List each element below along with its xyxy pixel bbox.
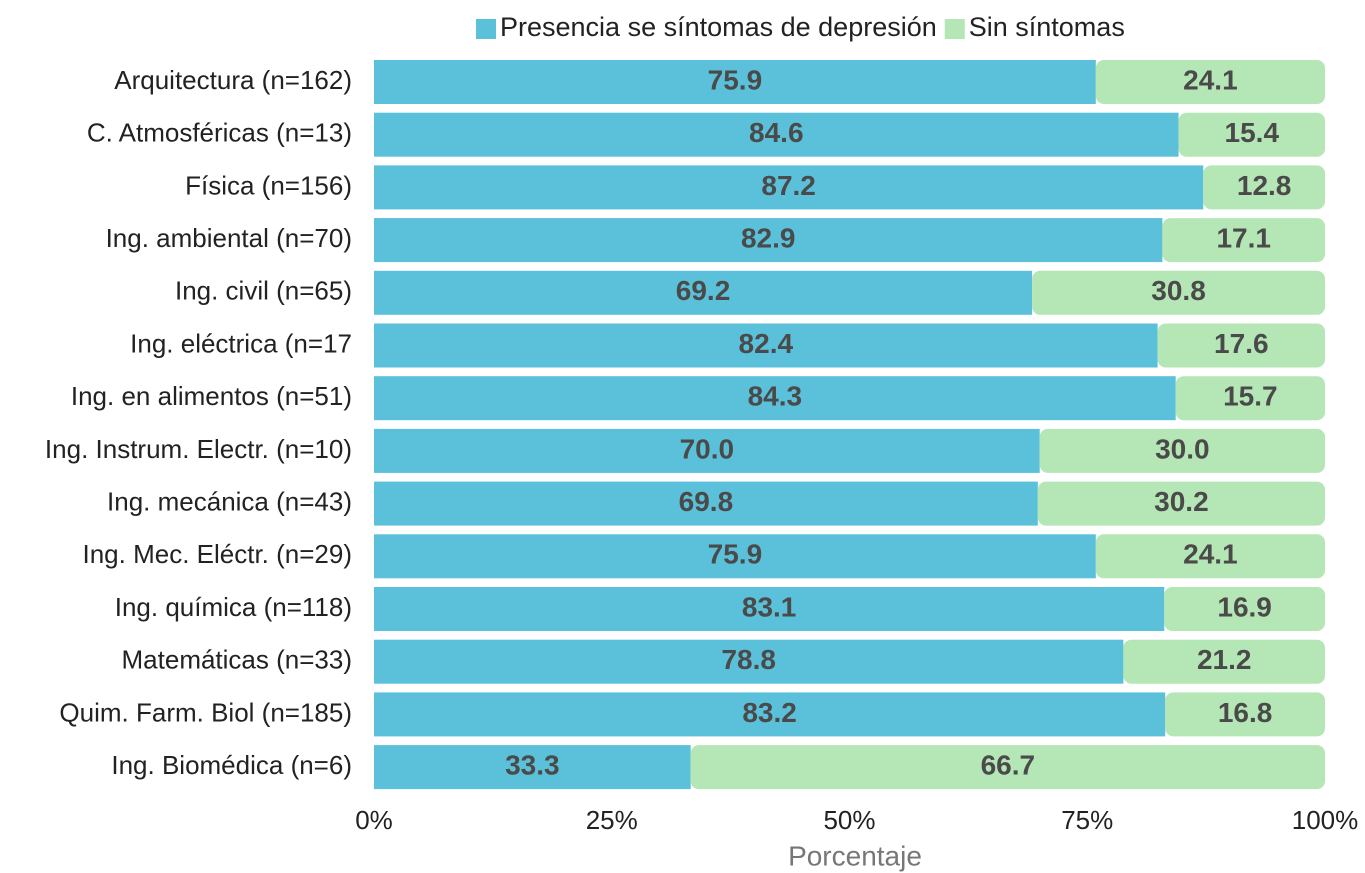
value-label: 30.0 bbox=[1155, 433, 1210, 464]
category-label: Ing. eléctrica (n=17 bbox=[130, 328, 352, 358]
value-label: 84.6 bbox=[749, 117, 804, 148]
category-label: Física (n=156) bbox=[185, 170, 352, 200]
category-label: Matemáticas (n=33) bbox=[122, 645, 352, 675]
value-label: 30.2 bbox=[1154, 486, 1209, 517]
bar-segment bbox=[374, 376, 1176, 421]
category-label: Ing. Biomédica (n=6) bbox=[111, 750, 352, 780]
x-tick-label: 25% bbox=[586, 805, 638, 835]
value-label: 30.8 bbox=[1151, 275, 1206, 306]
x-tick-label: 0% bbox=[355, 805, 393, 835]
value-label: 82.9 bbox=[741, 222, 796, 253]
x-tick-label: 100% bbox=[1292, 805, 1359, 835]
value-label: 17.1 bbox=[1216, 222, 1271, 253]
value-label: 17.6 bbox=[1214, 328, 1269, 359]
value-label: 15.7 bbox=[1223, 381, 1278, 412]
value-label: 75.9 bbox=[708, 64, 763, 95]
x-axis-label: Porcentaje bbox=[788, 840, 922, 871]
bar-segment bbox=[1175, 376, 1325, 421]
category-label: Ing. química (n=118) bbox=[115, 592, 352, 622]
value-label: 33.3 bbox=[505, 749, 560, 780]
value-label: 82.4 bbox=[739, 328, 794, 359]
bar-segment bbox=[374, 60, 1096, 104]
value-label: 69.2 bbox=[676, 275, 731, 306]
category-label: Ing. civil (n=65) bbox=[175, 276, 352, 306]
value-label: 78.8 bbox=[721, 644, 776, 675]
bar-segment bbox=[1178, 112, 1325, 157]
legend-swatch bbox=[476, 19, 496, 39]
value-label: 75.9 bbox=[708, 539, 763, 570]
value-label: 83.1 bbox=[742, 591, 797, 622]
bar-segment bbox=[374, 112, 1179, 157]
value-label: 84.3 bbox=[748, 381, 803, 412]
value-label: 16.8 bbox=[1218, 697, 1273, 728]
category-label: Ing. ambiental (n=70) bbox=[106, 223, 352, 253]
category-label: Ing. Instrum. Electr. (n=10) bbox=[45, 434, 352, 464]
bar-segment bbox=[1157, 323, 1325, 368]
bar-segment bbox=[1123, 639, 1325, 684]
category-label: Ing. Mec. Eléctr. (n=29) bbox=[82, 539, 352, 569]
value-label: 69.8 bbox=[679, 486, 734, 517]
bar-segment bbox=[690, 745, 1325, 790]
category-label: Ing. en alimentos (n=51) bbox=[71, 381, 352, 411]
legend-label: Sin síntomas bbox=[969, 12, 1125, 42]
category-label: Arquitectura (n=162) bbox=[114, 65, 352, 95]
bar-segment bbox=[374, 270, 1033, 315]
value-label: 87.2 bbox=[761, 170, 816, 201]
bar-segment bbox=[374, 639, 1124, 684]
bar-segment bbox=[374, 428, 1040, 473]
value-label: 15.4 bbox=[1225, 117, 1280, 148]
category-label: C. Atmosféricas (n=13) bbox=[87, 118, 352, 148]
bar-segment bbox=[374, 323, 1158, 368]
value-label: 24.1 bbox=[1183, 539, 1238, 570]
bar-segment bbox=[1162, 218, 1325, 263]
bar-segment bbox=[374, 165, 1204, 210]
bar-segment bbox=[374, 587, 1165, 631]
bar-segment bbox=[1032, 270, 1325, 315]
bar-segment bbox=[374, 534, 1096, 579]
x-tick-label: 75% bbox=[1061, 805, 1113, 835]
value-label: 21.2 bbox=[1197, 644, 1252, 675]
bar-segment bbox=[1037, 481, 1325, 526]
bar-segment bbox=[374, 745, 691, 790]
bar-segment bbox=[374, 481, 1038, 526]
bar-segment bbox=[1164, 587, 1325, 631]
legend-label: Presencia se síntomas de depresión bbox=[500, 12, 937, 42]
category-label: Quim. Farm. Biol (n=185) bbox=[59, 697, 352, 727]
value-label: 70.0 bbox=[680, 433, 735, 464]
value-label: 66.7 bbox=[981, 749, 1036, 780]
bar-segment bbox=[1095, 60, 1325, 104]
bar-segment bbox=[374, 218, 1163, 263]
bar-segment bbox=[1039, 428, 1325, 473]
x-tick-label: 50% bbox=[823, 805, 875, 835]
category-label: Ing. mecánica (n=43) bbox=[107, 486, 352, 516]
bar-segment bbox=[1095, 534, 1325, 579]
legend-swatch bbox=[944, 19, 965, 39]
value-label: 24.1 bbox=[1183, 64, 1238, 95]
bar-segment bbox=[374, 692, 1166, 737]
value-label: 83.2 bbox=[742, 697, 797, 728]
value-label: 16.9 bbox=[1217, 591, 1272, 622]
bar-segment bbox=[1203, 165, 1325, 210]
value-label: 12.8 bbox=[1237, 170, 1292, 201]
bar-segment bbox=[1165, 692, 1325, 737]
